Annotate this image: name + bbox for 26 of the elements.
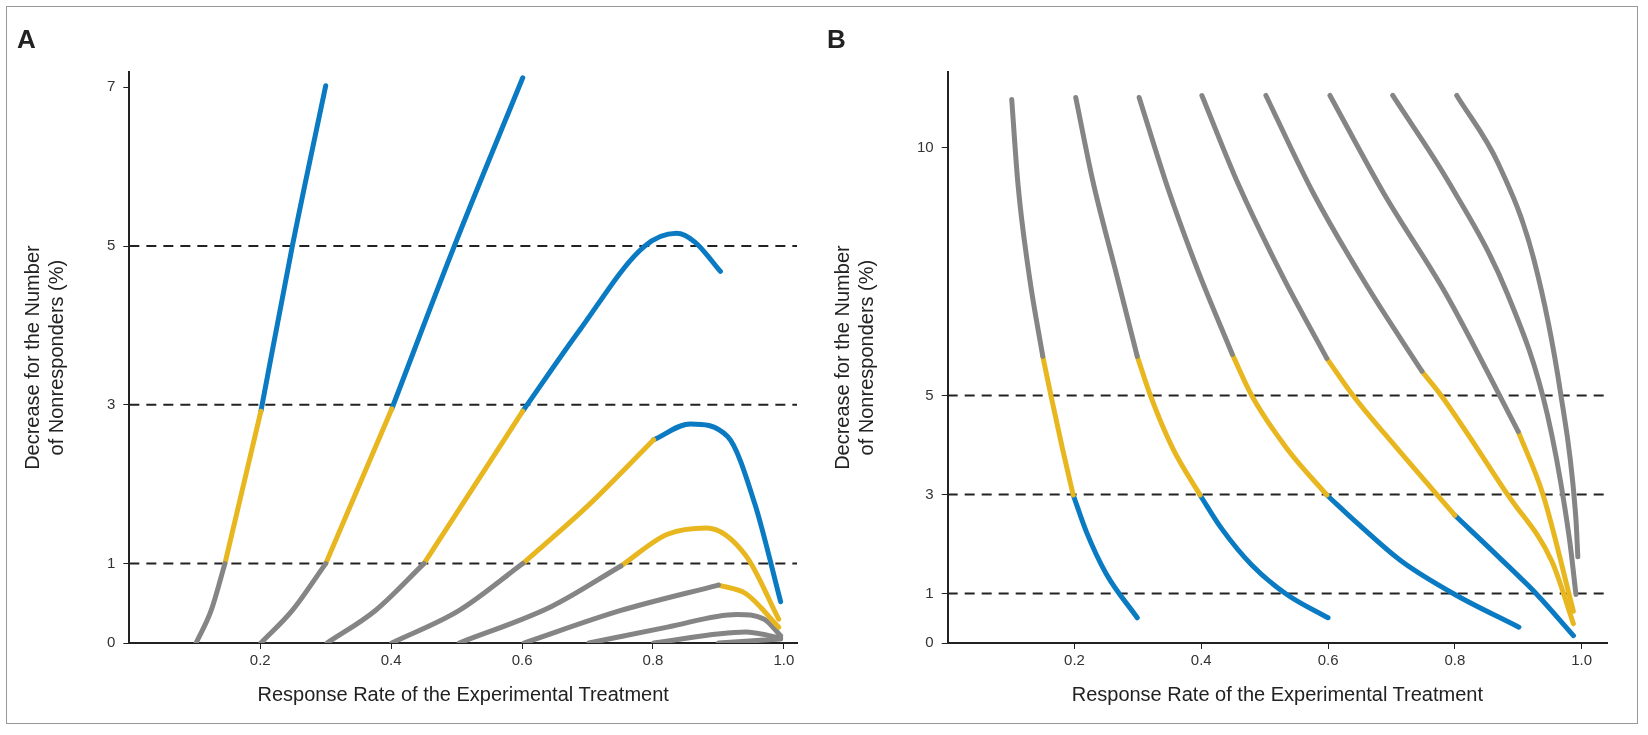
y-tick-label: 3 bbox=[925, 484, 934, 502]
y-tick-label: 0 bbox=[107, 633, 116, 651]
y-tick-label: 1 bbox=[107, 553, 116, 571]
x-axis-title: Response Rate of the Experimental Treatment bbox=[257, 682, 670, 705]
y-tick-label: 7 bbox=[107, 77, 116, 95]
y-axis-title: Decrease for the Number of Nonresponders (%) bbox=[20, 244, 67, 470]
y-axis-title: Decrease for the Number of Nonresponders (%) bbox=[830, 244, 877, 470]
x-tick-label: 1.0 bbox=[1571, 651, 1593, 669]
x-axis-title: Response Rate of the Experimental Treatment bbox=[1071, 682, 1484, 705]
x-tick-label: 0.8 bbox=[642, 651, 664, 669]
y-tick-label: 3 bbox=[107, 394, 116, 412]
chart-title: A bbox=[17, 23, 36, 54]
y-tick-label: 1 bbox=[925, 583, 934, 601]
x-tick-label: 0.6 bbox=[1317, 651, 1339, 669]
chart-title: B bbox=[827, 23, 846, 54]
y-tick-label: 10 bbox=[917, 138, 934, 156]
x-tick-label: 0.2 bbox=[1064, 651, 1085, 669]
x-tick-label: 0.4 bbox=[1190, 651, 1212, 669]
x-tick-label: 1.0 bbox=[773, 651, 795, 669]
x-tick-label: 0.8 bbox=[1444, 651, 1466, 669]
y-tick-label: 0 bbox=[925, 633, 934, 651]
x-tick-label: 0.2 bbox=[249, 651, 271, 669]
x-tick-label: 0.6 bbox=[511, 651, 533, 669]
y-tick-label: 5 bbox=[925, 385, 934, 403]
y-tick-label: 5 bbox=[107, 236, 116, 254]
x-tick-label: 0.4 bbox=[380, 651, 402, 669]
